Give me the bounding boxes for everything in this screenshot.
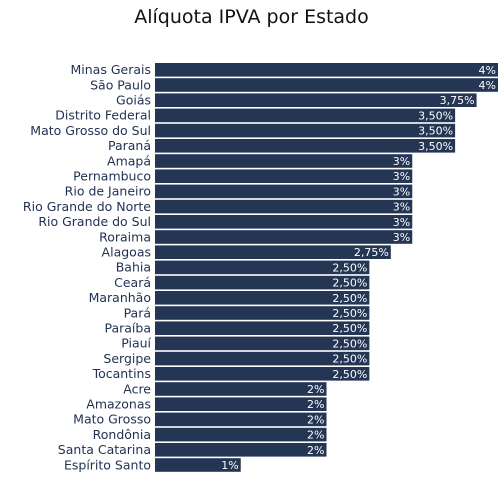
bar bbox=[155, 321, 370, 335]
category-label: Amapá bbox=[107, 153, 151, 168]
bar bbox=[155, 108, 456, 123]
bar bbox=[155, 154, 413, 168]
bar bbox=[155, 351, 370, 366]
value-label: 3,50% bbox=[418, 140, 453, 153]
value-label: 2% bbox=[307, 398, 324, 411]
category-label: Paraná bbox=[108, 138, 151, 153]
category-label: Amazonas bbox=[86, 397, 151, 412]
bar bbox=[155, 230, 413, 244]
bar bbox=[155, 291, 370, 305]
value-label: 2,50% bbox=[332, 307, 367, 320]
category-label: Maranhão bbox=[89, 290, 151, 305]
category-label: Roraima bbox=[99, 229, 151, 244]
value-label: 3,50% bbox=[418, 125, 453, 138]
category-label: Santa Catarina bbox=[58, 442, 151, 457]
bar bbox=[155, 412, 327, 427]
bar bbox=[155, 78, 498, 92]
value-label: 2,75% bbox=[354, 246, 389, 259]
category-label: São Paulo bbox=[90, 77, 151, 92]
chart-title: Alíquota IPVA por Estado bbox=[134, 6, 369, 28]
bar bbox=[155, 245, 391, 259]
category-label: Tocantins bbox=[92, 366, 151, 381]
category-label: Rondônia bbox=[93, 427, 151, 442]
value-label: 3% bbox=[393, 185, 410, 198]
value-label: 4% bbox=[479, 64, 496, 77]
bar bbox=[155, 382, 327, 396]
value-label: 3% bbox=[393, 216, 410, 229]
category-label: Rio Grande do Norte bbox=[23, 199, 151, 214]
category-label: Espírito Santo bbox=[64, 457, 151, 472]
value-label: 3% bbox=[393, 155, 410, 168]
value-label: 2,50% bbox=[332, 261, 367, 274]
bar bbox=[155, 169, 413, 183]
value-label: 1% bbox=[221, 459, 238, 472]
value-label: 2% bbox=[307, 413, 324, 426]
bar bbox=[155, 336, 370, 351]
category-label: Mato Grosso bbox=[73, 412, 151, 427]
category-label: Alagoas bbox=[102, 245, 151, 260]
bar bbox=[155, 123, 456, 138]
bar bbox=[155, 260, 370, 275]
value-label: 2% bbox=[307, 383, 324, 396]
bar bbox=[155, 306, 370, 320]
value-label: 2,50% bbox=[332, 322, 367, 335]
bar bbox=[155, 184, 413, 199]
value-label: 2% bbox=[307, 429, 324, 442]
value-label: 2,50% bbox=[332, 353, 367, 366]
value-label: 2% bbox=[307, 444, 324, 457]
value-label: 3,75% bbox=[440, 94, 475, 107]
bar bbox=[155, 427, 327, 442]
category-label: Piauí bbox=[121, 336, 151, 351]
category-label: Acre bbox=[123, 381, 151, 396]
bar bbox=[155, 367, 370, 381]
value-label: 3,50% bbox=[418, 109, 453, 122]
value-label: 2,50% bbox=[332, 337, 367, 350]
bar bbox=[155, 397, 327, 411]
bar bbox=[155, 275, 370, 290]
bar bbox=[155, 63, 498, 77]
category-label: Pará bbox=[124, 305, 151, 320]
category-label: Goiás bbox=[116, 93, 151, 108]
category-label: Rio Grande do Sul bbox=[38, 214, 151, 229]
bar bbox=[155, 215, 413, 229]
value-label: 3% bbox=[393, 231, 410, 244]
category-label: Rio de Janeiro bbox=[65, 184, 151, 199]
bar bbox=[155, 443, 327, 457]
category-label: Paraíba bbox=[104, 321, 151, 336]
bar bbox=[155, 199, 413, 214]
bar bbox=[155, 93, 477, 107]
category-label: Pernambuco bbox=[73, 169, 151, 184]
category-label: Mato Grosso do Sul bbox=[30, 123, 151, 138]
value-label: 3% bbox=[393, 201, 410, 214]
category-label: Minas Gerais bbox=[71, 62, 152, 77]
value-label: 2,50% bbox=[332, 292, 367, 305]
category-label: Sergipe bbox=[103, 351, 151, 366]
category-label: Ceará bbox=[114, 275, 151, 290]
category-label: Distrito Federal bbox=[55, 108, 151, 123]
bar bbox=[155, 139, 456, 153]
value-label: 2,50% bbox=[332, 277, 367, 290]
value-label: 3% bbox=[393, 170, 410, 183]
value-label: 2,50% bbox=[332, 368, 367, 381]
category-label: Bahia bbox=[116, 260, 151, 275]
value-label: 4% bbox=[479, 79, 496, 92]
bar bbox=[155, 458, 241, 472]
